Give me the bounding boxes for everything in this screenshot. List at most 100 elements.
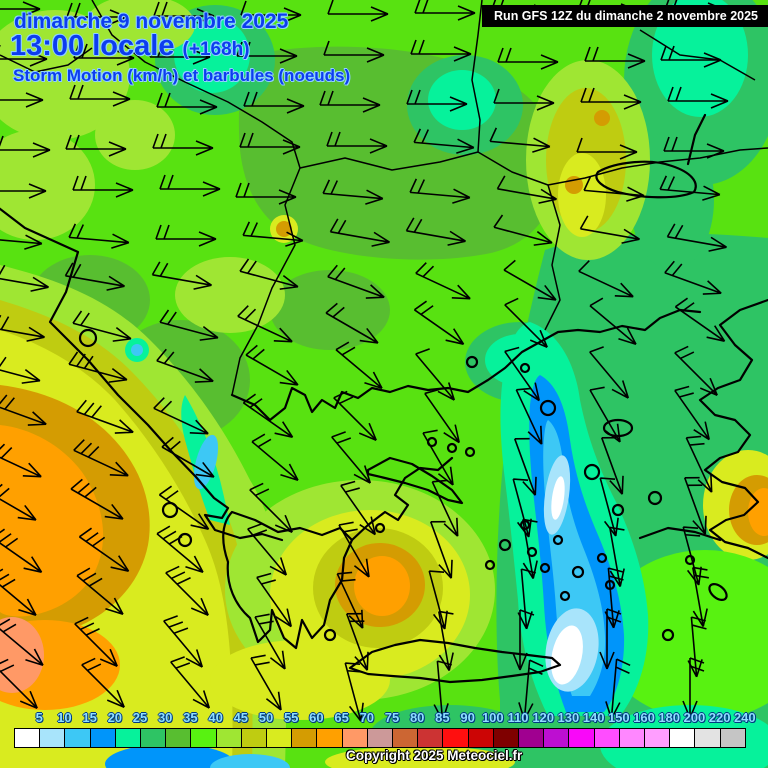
wind-barb [664,260,722,295]
wind-barb [660,45,722,68]
wind-barb [0,92,44,108]
wind-barb [413,300,465,345]
wind-barb [493,214,553,246]
wind-barb [242,221,304,247]
wind-barb [163,615,204,668]
wind-barb [0,313,45,342]
wind-barb [249,482,293,533]
wind-barb [687,616,707,678]
wind-barb [72,175,134,198]
wind-barb [153,397,209,435]
wind-barb [413,128,475,154]
wind-barb [517,568,536,630]
wind-barb [73,43,135,66]
wind-barb [322,179,384,205]
wind-barb [69,84,131,107]
wind-barb [81,657,125,708]
wind-barb [338,521,370,578]
forecast-hour-offset: (+168h) [182,39,250,60]
wind-barb [156,92,218,115]
wind-barb [489,127,551,153]
wind-barb [415,262,471,300]
wind-barb [504,297,548,348]
wind-barb [599,477,619,537]
country-borders-layer [0,0,768,396]
wind-barb [503,259,557,301]
wind-barb [405,217,466,246]
wind-barb [0,263,49,292]
forecast-time-text: 13:00 locale [10,30,175,62]
wind-barb [159,174,221,197]
wind-barb [0,183,47,199]
wind-barb [0,45,48,67]
wind-barb [600,436,624,495]
wind-barb [170,656,211,709]
wind-barb [340,480,376,536]
wind-barb [72,310,132,342]
wind-barb [424,388,460,444]
wind-barb [239,258,299,290]
wind-barb [68,351,128,383]
wind-barb [493,88,555,111]
wind-barb [609,526,625,587]
wind-barb [239,132,301,155]
wind-barb [515,387,543,445]
wind-barb [682,657,705,719]
wind-barb [152,133,214,156]
wind-barb [589,297,637,346]
wind-barb [409,178,471,204]
wind-barb [584,46,646,69]
wind-barb [0,440,42,478]
wind-barb [410,39,472,62]
wind-barb [344,662,364,722]
wind-barb [319,90,381,113]
wind-barb [685,435,713,493]
wind-barb [512,609,535,671]
copyright-text: Copyright 2025 Meteociel.fr [346,748,523,763]
wind-barb [414,0,476,21]
wind-barb [242,393,294,438]
wind-barb [240,0,302,23]
wind-barb [428,570,448,630]
wind-barb [76,567,124,616]
wind-barb [0,352,41,384]
wind-barb [0,568,37,617]
wind-barb [236,41,298,64]
wind-barb [438,610,454,671]
wind-barb [159,309,219,341]
wind-barb [76,399,134,434]
wind-barb [406,89,468,112]
wind-barb [331,431,372,484]
wind-barb [433,660,452,722]
wind-barb [254,613,286,670]
wind-barb [599,608,622,670]
wind-barb [589,386,621,443]
wind-barb [256,572,292,628]
wind-barb [247,523,288,576]
wind-barb [431,479,459,537]
wind-barb [674,297,726,342]
wind-barb [667,86,729,109]
wind-barb [237,305,293,343]
wind-barb [659,175,721,201]
wind-barb [497,47,559,70]
wind-barb [327,0,389,22]
wind-barb [243,91,305,114]
variable-label: Storm Motion (km/h) et barbules (noeuds) [13,66,351,85]
wind-barb [323,40,385,63]
wind-barb [422,429,454,486]
wind-barb [579,215,640,244]
wind-barb [0,224,43,250]
model-run-info: Run GFS 12Z du dimanche 2 novembre 2025 [482,5,768,27]
wind-barb [64,262,125,291]
wind-barb [66,2,128,25]
wind-barb [73,439,129,477]
wind-barb [156,348,214,383]
wind-barb [0,658,38,709]
wind-barb [504,346,540,402]
wind-barb [683,476,707,535]
wind-barb [0,479,37,521]
wind-barb [522,518,538,579]
